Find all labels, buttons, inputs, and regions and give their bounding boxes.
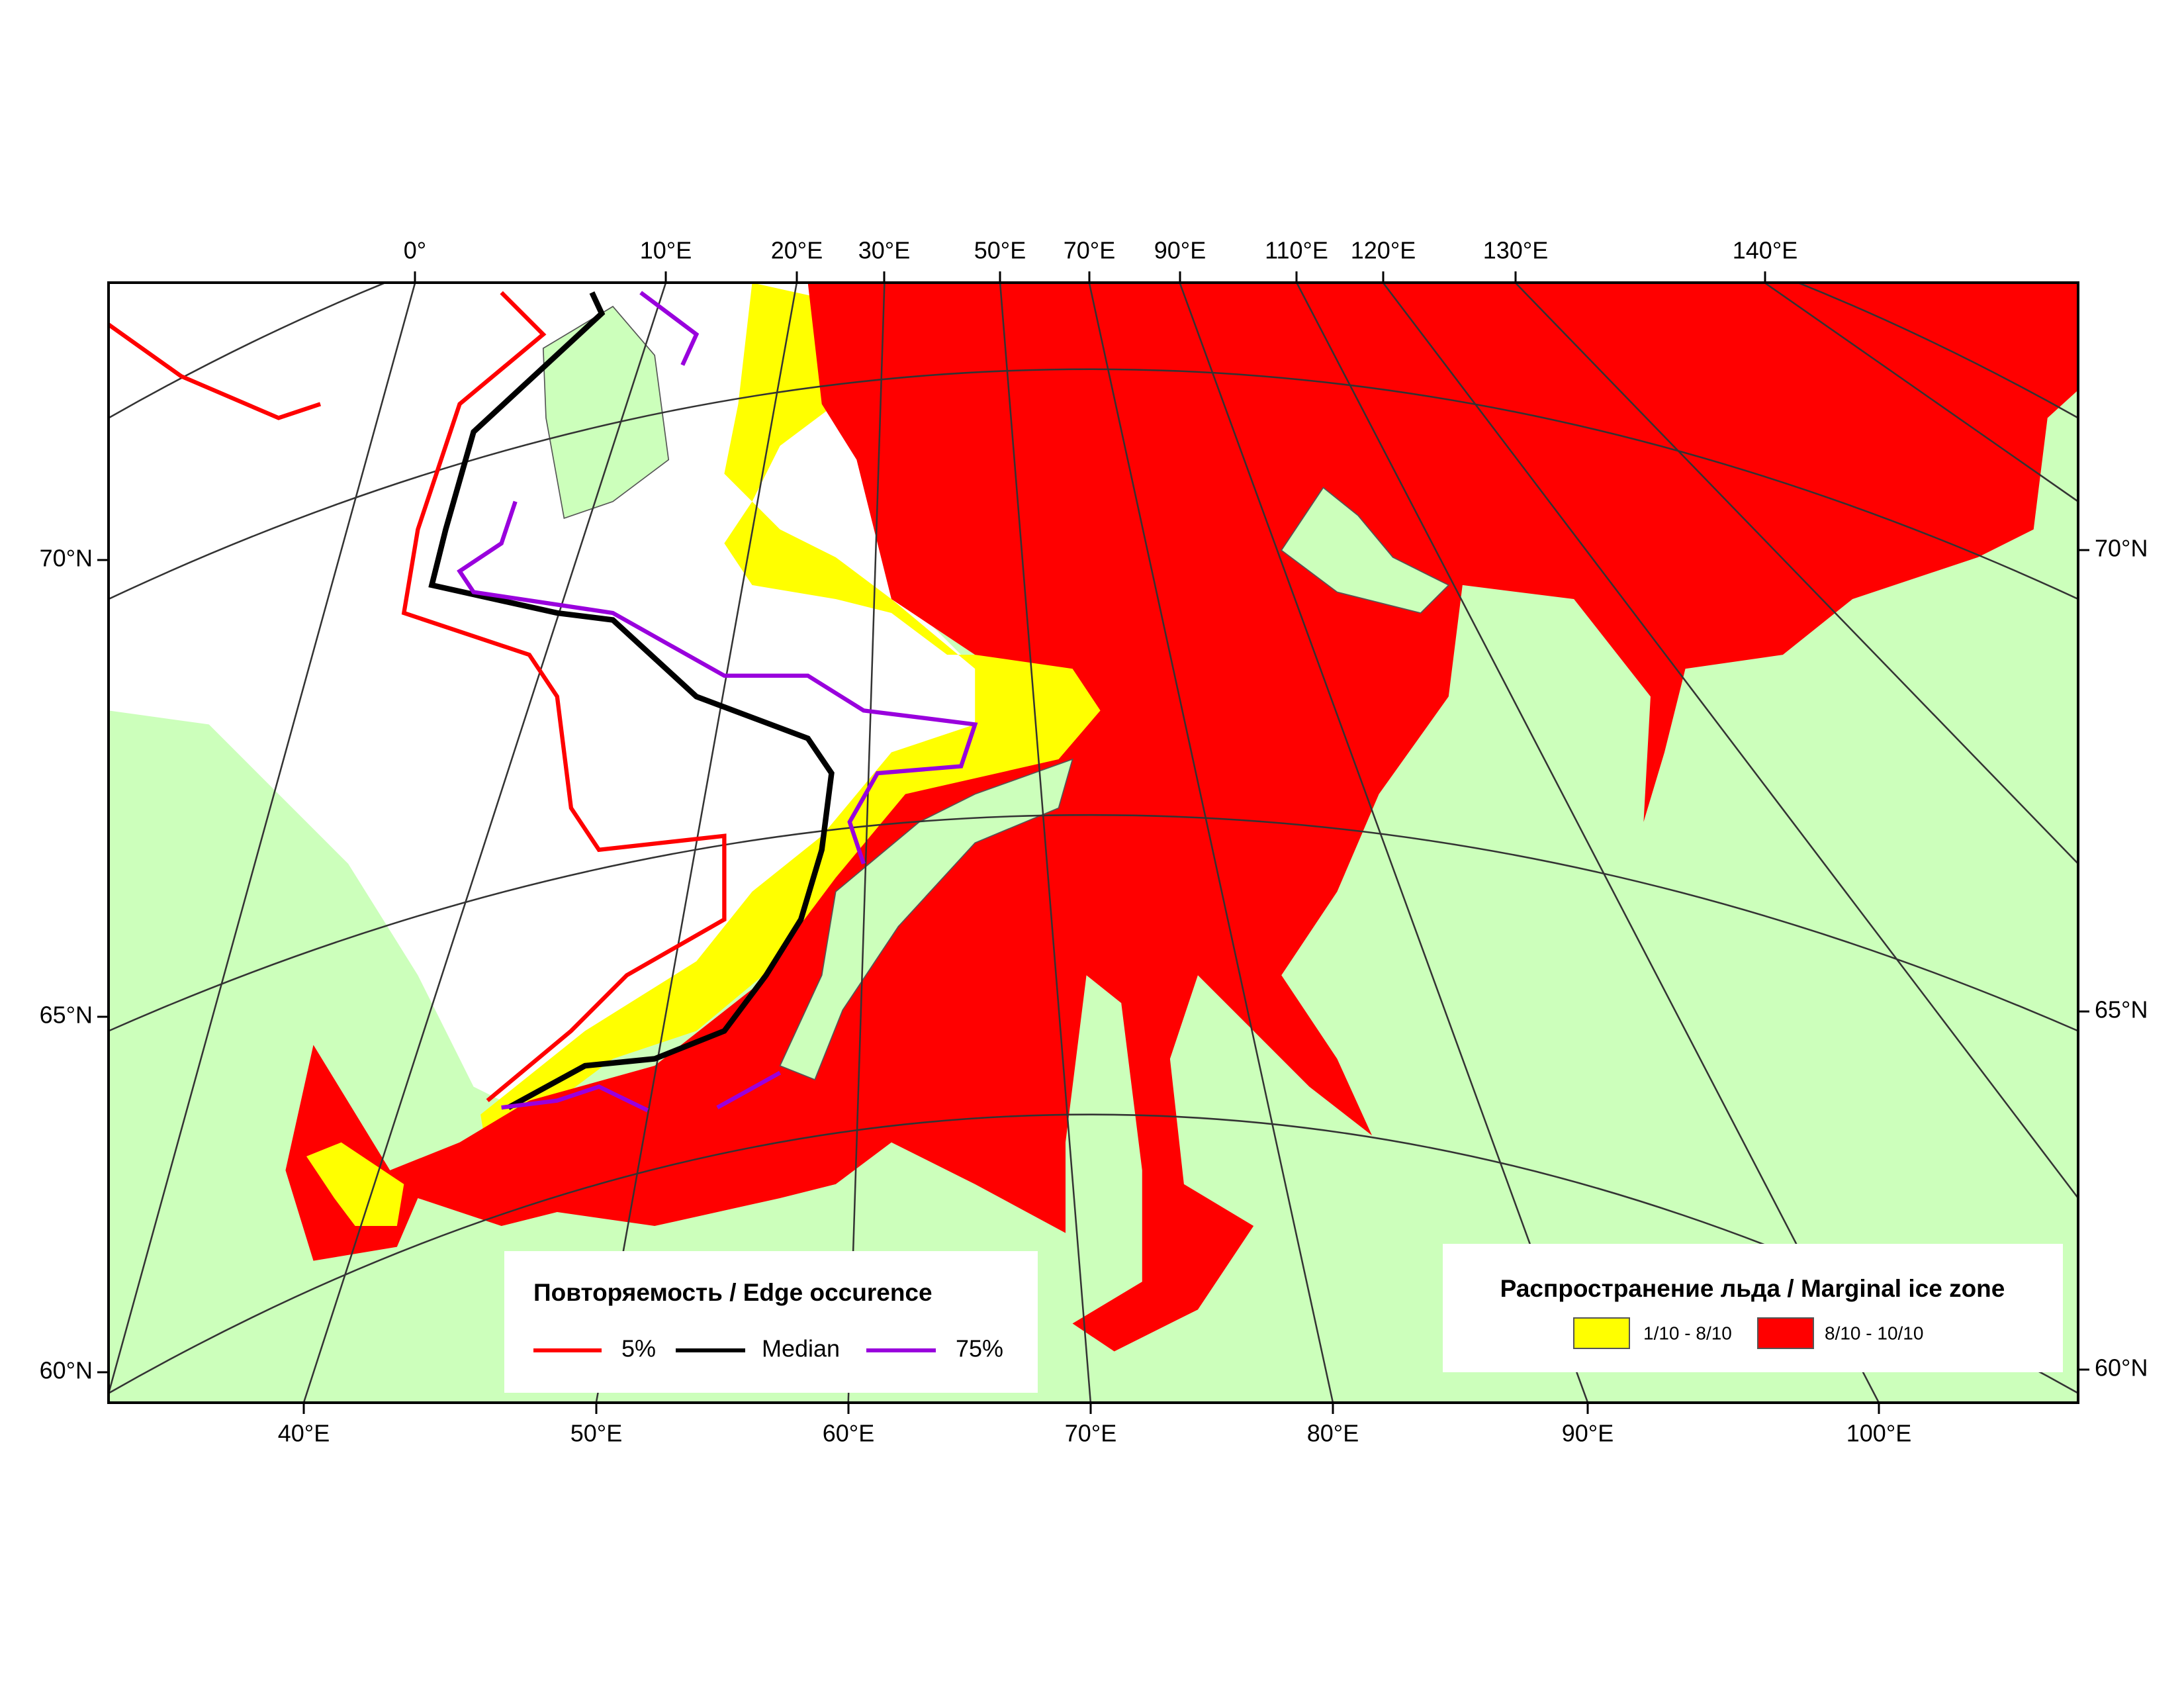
- axis-label: 30°E: [858, 237, 910, 264]
- meridian: [1296, 283, 1880, 1403]
- parallel: [109, 814, 2079, 1032]
- open-water: [109, 283, 1073, 1101]
- taymyr: [1281, 487, 1450, 614]
- edge-5pct: [401, 291, 727, 1103]
- axis-label: 60°N: [2095, 1354, 2148, 1382]
- axis-label: 50°E: [974, 237, 1026, 264]
- axis-label: 70°E: [1064, 237, 1115, 264]
- edge-75pct: [457, 500, 978, 865]
- axis-label: 70°N: [2095, 535, 2148, 562]
- legend-title: Распространение льда / Marginal ice zone: [1500, 1275, 2005, 1302]
- axis-label: 10°E: [640, 237, 692, 264]
- ice-marginal-yellow: [480, 283, 1128, 1156]
- axis-label: 65°N: [2095, 996, 2148, 1023]
- meridian: [847, 283, 886, 1403]
- ice-marginal-yellow: [306, 1142, 404, 1227]
- axis-label: 140°E: [1733, 237, 1797, 264]
- legend-box: [504, 1251, 1038, 1393]
- legend-label: 5%: [621, 1335, 656, 1362]
- axis-label: 70°N: [40, 545, 93, 572]
- legend-swatch: [1757, 1317, 1814, 1349]
- meridian: [999, 283, 1092, 1403]
- axis-label: 20°E: [771, 237, 823, 264]
- legend-title: Повторяемость / Edge occurence: [533, 1279, 933, 1306]
- axis-label: 90°E: [1154, 237, 1206, 264]
- edge-75pct: [501, 1084, 649, 1113]
- meridian: [1179, 283, 1589, 1403]
- axis-label: 65°N: [40, 1002, 93, 1029]
- axis-label: 50°E: [570, 1420, 622, 1447]
- parallel: [109, 368, 2079, 600]
- axis-label: 80°E: [1307, 1420, 1359, 1447]
- meridian: [1514, 283, 2079, 865]
- axis-label: 90°E: [1562, 1420, 1614, 1447]
- meridian: [109, 283, 416, 1393]
- edge-75pct: [639, 291, 700, 366]
- legend-label: 75%: [956, 1335, 1003, 1362]
- meridian: [1764, 283, 2079, 502]
- novaya-zemlya: [779, 758, 1073, 1081]
- axis-label: 110°E: [1265, 237, 1328, 264]
- edge-5pct: [109, 322, 322, 420]
- graticule: [109, 283, 2079, 1403]
- svalbard: [542, 305, 670, 520]
- axis-label: 100°E: [1846, 1420, 1911, 1447]
- map-body: [109, 283, 2079, 1403]
- axis-label: 130°E: [1483, 237, 1548, 264]
- map-frame: [107, 281, 2079, 1404]
- axis-label: 0°: [404, 237, 426, 264]
- meridian: [595, 283, 798, 1403]
- axis-label: 60°N: [40, 1357, 93, 1384]
- edge-75pct: [716, 1070, 782, 1109]
- legend-swatch: [1573, 1317, 1630, 1349]
- legend-box: [1443, 1244, 2063, 1372]
- meridian: [1088, 283, 1334, 1403]
- edge-median: [428, 291, 835, 1110]
- axis-label: 40°E: [278, 1420, 330, 1447]
- axis-label: 70°E: [1065, 1420, 1116, 1447]
- meridian: [302, 283, 667, 1403]
- meridian: [1382, 283, 2079, 1199]
- axis-label: 120°E: [1351, 237, 1416, 264]
- legend-edge: Повторяемость / Edge occurence 5% Median…: [504, 1251, 1038, 1393]
- legend-label: Median: [762, 1335, 840, 1362]
- legend-label: 1/10 - 8/10: [1643, 1323, 1732, 1343]
- legend-ice: Распространение льда / Marginal ice zone…: [1443, 1244, 2063, 1372]
- axis-label: 60°E: [823, 1420, 874, 1447]
- legend-label: 8/10 - 10/10: [1825, 1323, 1923, 1343]
